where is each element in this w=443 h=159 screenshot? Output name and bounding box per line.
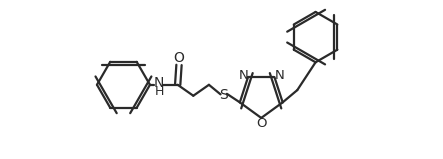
Text: S: S bbox=[219, 88, 228, 102]
Text: O: O bbox=[256, 117, 267, 130]
Text: O: O bbox=[174, 51, 184, 65]
Text: N: N bbox=[274, 69, 284, 82]
Text: H: H bbox=[155, 85, 164, 98]
Text: N: N bbox=[238, 69, 248, 82]
Text: N: N bbox=[153, 76, 164, 90]
